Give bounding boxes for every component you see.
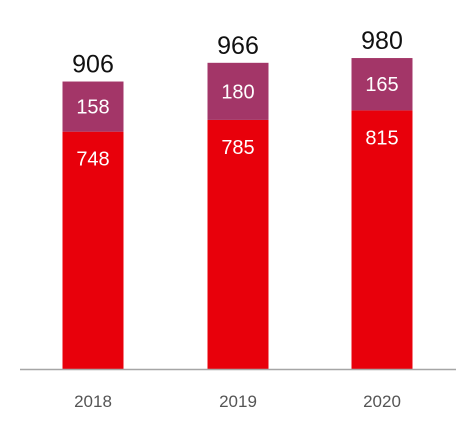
x-tick-label-2018: 2018 xyxy=(74,392,112,411)
bar-segment-2019-1 xyxy=(207,119,269,370)
bar-segment-2020-1 xyxy=(351,110,413,369)
x-tick-label-2019: 2019 xyxy=(219,392,257,411)
segment-value-label-2018-2: 158 xyxy=(76,97,109,119)
total-value-label-2018: 906 xyxy=(72,51,114,79)
segment-value-label-2019-1: 785 xyxy=(221,137,254,159)
total-value-label-2019: 966 xyxy=(217,32,259,60)
bar-segment-2018-1 xyxy=(62,131,124,369)
bar-segment-2020-2 xyxy=(351,58,413,111)
bar-segment-2019-2 xyxy=(207,62,269,120)
segment-value-label-2018-1: 748 xyxy=(76,149,109,171)
segment-value-label-2020-1: 815 xyxy=(365,127,398,149)
bar-segment-2018-2 xyxy=(62,81,124,132)
segment-value-label-2020-2: 165 xyxy=(365,74,398,96)
segment-value-label-2019-2: 180 xyxy=(221,81,254,103)
total-value-label-2020: 980 xyxy=(361,27,403,55)
x-tick-label-2020: 2020 xyxy=(363,392,401,411)
